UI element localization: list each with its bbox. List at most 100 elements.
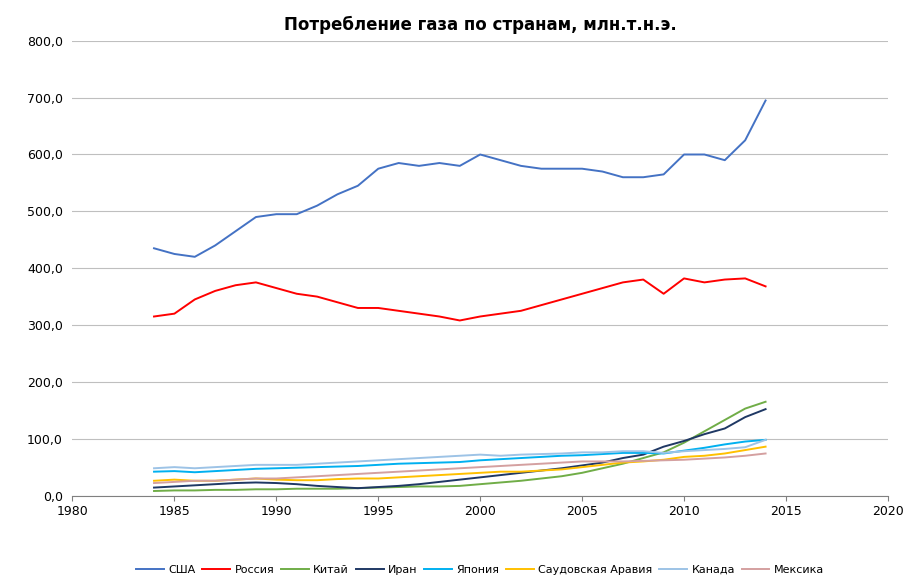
Мексика xyxy=(189,477,200,484)
Саудовская Аравия xyxy=(556,466,567,473)
США xyxy=(475,151,486,158)
Канада xyxy=(352,458,363,465)
США xyxy=(210,242,221,249)
Иран xyxy=(597,459,608,466)
Канада xyxy=(740,444,751,451)
Саудовская Аравия xyxy=(312,477,323,484)
США xyxy=(434,160,445,167)
Мексика xyxy=(149,480,159,487)
Япония xyxy=(536,454,547,461)
Иран xyxy=(556,465,567,472)
Саудовская Аравия xyxy=(210,477,221,484)
США xyxy=(618,174,629,181)
Иран xyxy=(373,483,384,490)
Канада xyxy=(760,436,771,443)
Канада xyxy=(230,462,241,469)
Китай xyxy=(556,473,567,480)
Мексика xyxy=(414,467,425,474)
США xyxy=(271,210,282,217)
Китай xyxy=(597,465,608,472)
Мексика xyxy=(719,454,730,461)
Канада xyxy=(312,460,323,467)
Япония xyxy=(740,438,751,445)
США xyxy=(760,97,771,104)
Иран xyxy=(414,480,425,487)
Саудовская Аравия xyxy=(516,468,526,475)
Line: Россия: Россия xyxy=(154,279,766,321)
Япония xyxy=(271,465,282,472)
Россия xyxy=(455,317,466,324)
Япония xyxy=(373,461,384,468)
Иран xyxy=(516,469,526,476)
Канада xyxy=(292,461,303,468)
Китай xyxy=(373,484,384,491)
Россия xyxy=(556,296,567,303)
Legend: США, Россия, Китай, Иран, Япония, Саудовская Аравия, Канада, Мексика: США, Россия, Китай, Иран, Япония, Саудов… xyxy=(132,560,828,579)
Line: Канада: Канада xyxy=(154,440,766,468)
Китай xyxy=(536,475,547,482)
Саудовская Аравия xyxy=(618,459,629,466)
Мексика xyxy=(169,479,180,486)
Россия xyxy=(618,279,629,286)
Китай xyxy=(618,460,629,467)
Иран xyxy=(455,476,466,483)
Мексика xyxy=(659,457,670,464)
Китай xyxy=(189,487,200,494)
Мексика xyxy=(556,459,567,466)
Россия xyxy=(496,310,506,317)
Саудовская Аравия xyxy=(271,476,282,483)
Россия xyxy=(189,296,200,303)
Япония xyxy=(352,462,363,469)
Россия xyxy=(577,290,588,297)
Саудовская Аравия xyxy=(475,469,486,476)
Канада xyxy=(556,450,567,457)
Саудовская Аравия xyxy=(496,468,506,475)
Line: Япония: Япония xyxy=(154,440,766,472)
Россия xyxy=(230,282,241,289)
Иран xyxy=(434,479,445,486)
Китай xyxy=(455,482,466,489)
Канада xyxy=(679,448,689,455)
США xyxy=(455,162,466,169)
Мексика xyxy=(393,468,404,475)
Китай xyxy=(475,480,486,487)
Япония xyxy=(312,463,323,470)
Россия xyxy=(760,283,771,290)
Китай xyxy=(699,428,710,435)
Япония xyxy=(455,458,466,465)
Россия xyxy=(434,313,445,320)
Япония xyxy=(618,449,629,456)
Иран xyxy=(577,462,588,469)
Россия xyxy=(638,276,649,283)
США xyxy=(659,171,670,178)
Мексика xyxy=(496,462,506,469)
Канада xyxy=(210,463,221,470)
Саудовская Аравия xyxy=(169,476,180,483)
Мексика xyxy=(352,470,363,477)
Россия xyxy=(699,279,710,286)
Китай xyxy=(210,486,221,493)
Саудовская Аравия xyxy=(230,476,241,483)
Россия xyxy=(210,287,221,294)
Россия xyxy=(719,276,730,283)
Саудовская Аравия xyxy=(414,473,425,480)
Россия xyxy=(516,307,526,314)
Мексика xyxy=(230,476,241,483)
Канада xyxy=(475,451,486,458)
Line: Китай: Китай xyxy=(154,402,766,491)
Япония xyxy=(292,464,303,471)
Япония xyxy=(169,468,180,475)
Канада xyxy=(189,465,200,472)
Иран xyxy=(352,484,363,491)
Иран xyxy=(333,483,343,490)
Япония xyxy=(393,460,404,467)
Япония xyxy=(189,469,200,476)
Япония xyxy=(230,466,241,473)
Канада xyxy=(516,451,526,458)
Канада xyxy=(455,452,466,459)
Китай xyxy=(393,483,404,490)
Мексика xyxy=(434,466,445,473)
Китай xyxy=(414,483,425,490)
Иран xyxy=(230,480,241,487)
Канада xyxy=(149,465,159,472)
